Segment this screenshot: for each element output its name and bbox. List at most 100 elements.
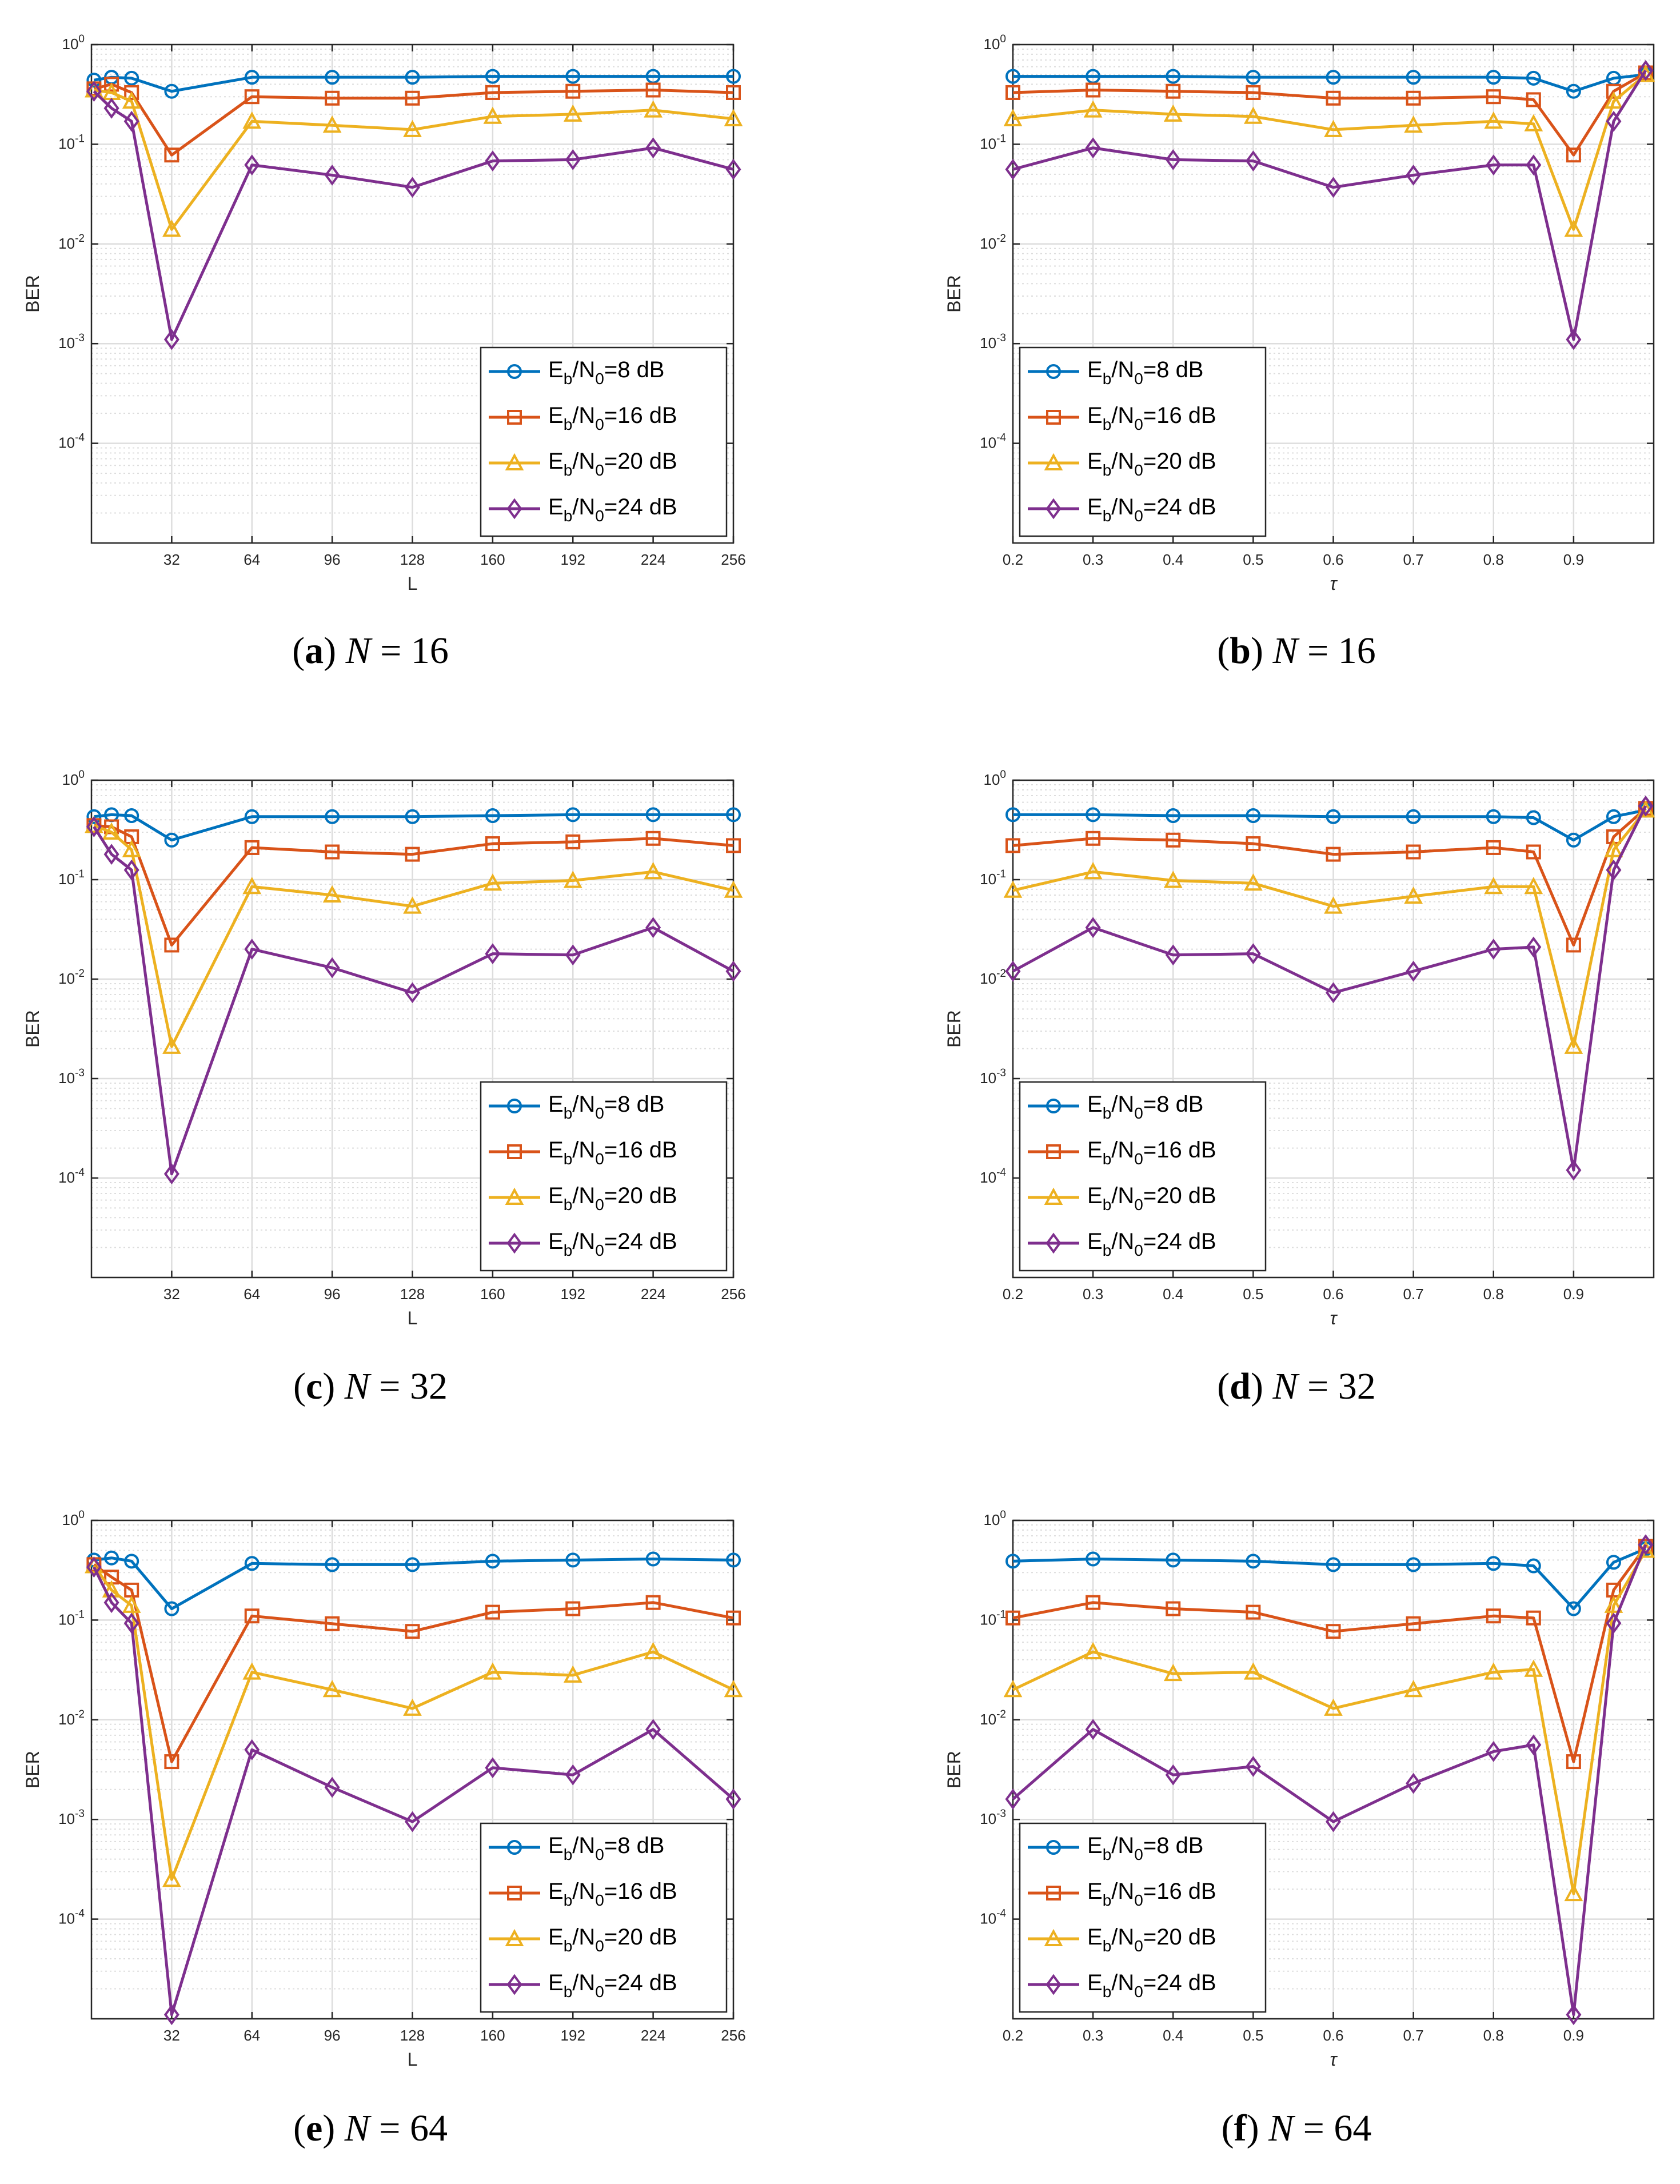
legend-label: Eb/N0=20 dB — [1087, 1183, 1216, 1213]
x-tick-label: 96 — [324, 2027, 341, 2044]
marker-square — [1526, 844, 1541, 860]
series-line — [93, 90, 734, 341]
marker-diamond — [1245, 1756, 1261, 1777]
marker-triangle — [1524, 877, 1543, 895]
marker-diamond — [1245, 943, 1261, 964]
y-tick-label: 10-4 — [980, 432, 1006, 452]
marker-triangle — [322, 885, 342, 903]
marker-circle — [565, 1552, 581, 1568]
series-2 — [86, 77, 741, 163]
legend-label: Eb/N0=8 dB — [1087, 357, 1204, 388]
marker-square — [1246, 1604, 1261, 1620]
x-tick-label: 0.2 — [1003, 551, 1023, 568]
x-tick-label: 0.6 — [1323, 1285, 1343, 1303]
marker-circle — [645, 1551, 661, 1567]
marker-circle — [1566, 832, 1581, 848]
marker-triangle — [724, 880, 743, 898]
legend-label: Eb/N0=24 dB — [1087, 1970, 1216, 2001]
marker-square — [485, 1604, 500, 1620]
marker-square — [244, 1608, 260, 1624]
legend: Eb/N0=8 dB Eb/N0=16 dB Eb/N0=20 dB Eb/N0=24… — [480, 346, 728, 537]
marker-diamond — [405, 982, 420, 1004]
marker-circle — [507, 1099, 522, 1113]
marker-diamond — [103, 844, 119, 865]
marker-triangle — [242, 1662, 262, 1680]
marker-circle — [726, 807, 741, 823]
marker-diamond — [485, 943, 501, 964]
marker-square — [1486, 89, 1501, 105]
marker-square — [405, 847, 420, 862]
series-line — [1012, 1547, 1646, 1611]
marker-triangle — [1244, 1662, 1263, 1680]
marker-circle — [1326, 1557, 1341, 1572]
marker-circle — [1526, 70, 1541, 86]
marker-square — [1046, 410, 1061, 425]
legend-label: Eb/N0=20 dB — [1087, 1925, 1216, 1955]
marker-diamond — [324, 957, 340, 979]
marker-triangle — [563, 1665, 582, 1683]
marker-triangle — [403, 119, 422, 137]
marker-triangle — [1404, 886, 1423, 904]
legend: Eb/N0=8 dB Eb/N0=16 dB Eb/N0=20 dB Eb/N0=24… — [480, 1822, 728, 2013]
x-tick-label: 0.7 — [1403, 2027, 1424, 2044]
series-line — [93, 1565, 735, 1881]
marker-diamond — [1486, 154, 1502, 175]
marker-diamond — [725, 158, 741, 180]
legend-box — [480, 1081, 728, 1272]
marker-triangle — [162, 1870, 181, 1887]
y-axis-label: BER — [22, 1010, 43, 1048]
y-tick-label: 100 — [984, 33, 1007, 53]
marker-square — [565, 834, 581, 849]
y-tick-label: 10-2 — [58, 1708, 85, 1728]
x-tick-label: 96 — [324, 551, 341, 568]
marker-triangle — [724, 1680, 743, 1698]
chart-panel-d: 0.2 0.3 0.4 0.5 0.6 0.7 0.8 0.9 τ 100 10-1 10-2 10-3… — [944, 769, 1655, 1328]
series-line — [1012, 805, 1647, 1172]
marker-circle — [1326, 809, 1341, 824]
marker-diamond — [1606, 1612, 1622, 1634]
marker-circle — [86, 809, 102, 824]
series-line — [1012, 1550, 1647, 1895]
marker-square — [1166, 832, 1181, 848]
x-tick-label: 0.5 — [1243, 1285, 1263, 1303]
legend-box — [1019, 1081, 1267, 1272]
legend-label: Eb/N0=24 dB — [548, 1970, 677, 2001]
marker-square — [507, 410, 522, 425]
x-tick-label: 32 — [163, 2027, 180, 2044]
y-tick-label: 10-1 — [980, 133, 1006, 152]
marker-circle — [405, 1557, 420, 1572]
marker-diamond — [1606, 859, 1622, 881]
marker-circle — [726, 69, 741, 84]
marker-diamond — [244, 939, 260, 960]
marker-triangle — [563, 104, 582, 122]
marker-triangle — [1083, 862, 1103, 880]
chart-panel-b: 0.2 0.3 0.4 0.5 0.6 0.7 0.8 0.9 τ 100 10-1 10-2 10-3… — [944, 33, 1655, 594]
marker-diamond — [1085, 137, 1101, 159]
series-line — [1012, 73, 1647, 231]
marker-square — [1005, 1610, 1020, 1626]
marker-diamond — [645, 1719, 661, 1740]
marker-diamond — [1486, 1741, 1502, 1762]
y-axis-label: BER — [944, 275, 964, 313]
x-tick-label: 192 — [561, 551, 585, 568]
y-tick-label: 10-2 — [58, 233, 85, 252]
y-tick-label: 10-1 — [980, 1608, 1006, 1628]
marker-square — [1005, 838, 1020, 853]
marker-circle — [1486, 70, 1501, 85]
marker-triangle — [1564, 1883, 1583, 1902]
marker-circle — [1606, 809, 1621, 824]
y-tick-label: 10-1 — [58, 133, 85, 152]
marker-circle — [1246, 1554, 1261, 1569]
marker-triangle — [1324, 1698, 1343, 1716]
x-tick-label: 0.4 — [1163, 1285, 1183, 1303]
series-4 — [1005, 795, 1654, 1181]
marker-square — [1326, 90, 1341, 106]
marker-triangle — [1404, 115, 1423, 133]
x-tick-label: 224 — [641, 551, 665, 568]
marker-square — [1566, 1754, 1581, 1770]
marker-square — [485, 85, 500, 100]
marker-diamond — [1638, 59, 1654, 81]
legend-label: Eb/N0=16 dB — [1087, 1137, 1216, 1168]
marker-triangle — [1244, 873, 1263, 891]
marker-triangle — [162, 219, 181, 237]
